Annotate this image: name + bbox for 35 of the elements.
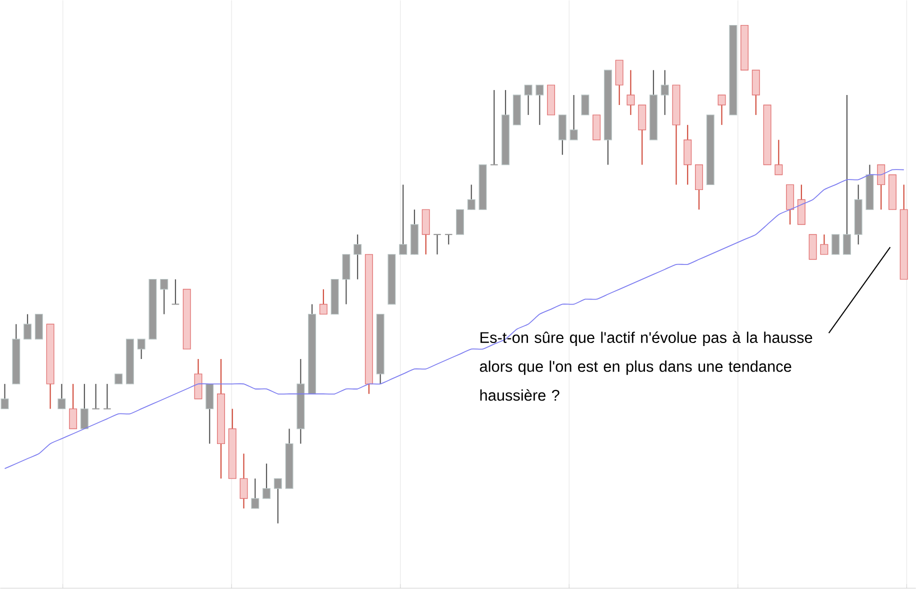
candlestick xyxy=(660,70,669,116)
candlestick xyxy=(171,278,180,305)
candlestick xyxy=(399,184,408,255)
candlestick xyxy=(832,234,840,255)
candlestick xyxy=(877,164,886,210)
candlestick xyxy=(251,478,260,510)
candlestick xyxy=(842,94,851,255)
candlestick xyxy=(262,463,271,500)
candlestick xyxy=(354,234,362,280)
candlestick xyxy=(524,84,532,116)
candlestick xyxy=(626,70,635,116)
candlestick xyxy=(433,234,442,255)
candlestick xyxy=(137,338,146,360)
candlestick xyxy=(24,314,32,340)
candlestick xyxy=(536,84,544,126)
candlestick xyxy=(240,453,248,510)
candlestick xyxy=(69,383,78,430)
candlestick xyxy=(467,184,476,210)
candlestick xyxy=(490,90,498,166)
candlestick xyxy=(820,234,828,255)
candlestick xyxy=(58,383,66,410)
candlestick xyxy=(0,383,9,410)
candlestick xyxy=(581,94,590,116)
candlestick xyxy=(160,278,168,315)
candlestick xyxy=(103,383,112,410)
candlestick xyxy=(80,383,88,430)
annotation: Es-t-on sûre que l'actif n'évolue pas à la hausse alors que l'on est en plus dans une tendance haussière ? xyxy=(480,332,812,401)
candlestick xyxy=(92,383,100,410)
candlestick xyxy=(444,234,453,246)
candlestick xyxy=(114,373,123,384)
candlestick xyxy=(274,478,282,524)
candlestick xyxy=(570,94,578,140)
candlestick xyxy=(319,288,328,315)
candlestick xyxy=(774,139,783,176)
candlestick xyxy=(718,94,726,126)
